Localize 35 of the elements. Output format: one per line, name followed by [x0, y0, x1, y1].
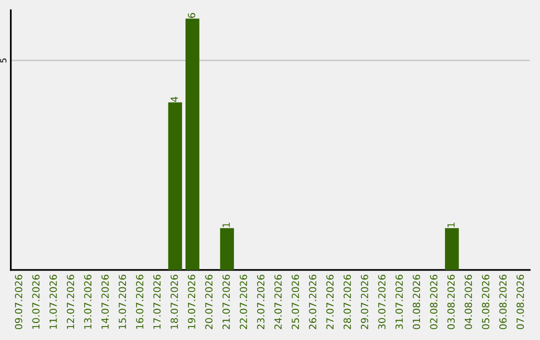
data-label: 4 — [170, 96, 178, 102]
x-tick-label: 03.08.2026 — [447, 274, 455, 330]
x-tick-label: 11.07.2026 — [50, 274, 57, 329]
x-tick-label: 19.07.2026 — [188, 274, 196, 329]
x-tick-label: 12.07.2026 — [66, 274, 74, 329]
x-tick-label: 21.07.2026 — [222, 274, 230, 330]
x-tick-label: 16.07.2026 — [136, 274, 144, 329]
x-tick-label: 27.07.2026 — [326, 274, 334, 330]
x-tick-label: 04.08.2026 — [464, 274, 472, 330]
x-tick-label: 18.07.2026 — [170, 274, 178, 329]
x-tick-label: 25.07.2026 — [292, 274, 300, 330]
x-tick-label: 20.07.2026 — [205, 274, 213, 330]
x-tick-label: 05.08.2026 — [482, 274, 490, 330]
x-tick-label: 17.07.2026 — [153, 274, 161, 329]
x-tick-label: 28.07.2026 — [344, 274, 351, 330]
x-tick-label: 24.07.2026 — [274, 274, 282, 330]
x-tick-label: 15.07.2026 — [118, 274, 126, 329]
x-tick-label: 30.07.2026 — [378, 274, 386, 330]
x-tick-label: 29.07.2026 — [360, 274, 368, 330]
data-label: 1 — [447, 222, 455, 227]
x-tick-label: 10.07.2026 — [32, 274, 40, 329]
x-tick-label: 01.08.2026 — [412, 274, 420, 330]
x-tick-label: 14.07.2026 — [101, 274, 109, 329]
x-tick-label: 02.08.2026 — [430, 274, 438, 330]
data-label: 6 — [188, 13, 196, 18]
x-tick-label: 09.07.2026 — [14, 274, 22, 330]
x-tick-label: 06.08.2026 — [499, 274, 507, 330]
x-tick-label: 07.08.2026 — [516, 274, 524, 330]
data-label: 1 — [222, 222, 230, 227]
x-tick-label: 31.07.2026 — [395, 274, 403, 330]
x-tick-label: 13.07.2026 — [84, 274, 92, 329]
x-tick-label: 26.07.2026 — [308, 274, 316, 330]
x-tick-label: 23.07.2026 — [257, 274, 264, 330]
x-tick-label: 22.07.2026 — [240, 274, 248, 330]
y-tick-label: 5 — [0, 58, 6, 62]
